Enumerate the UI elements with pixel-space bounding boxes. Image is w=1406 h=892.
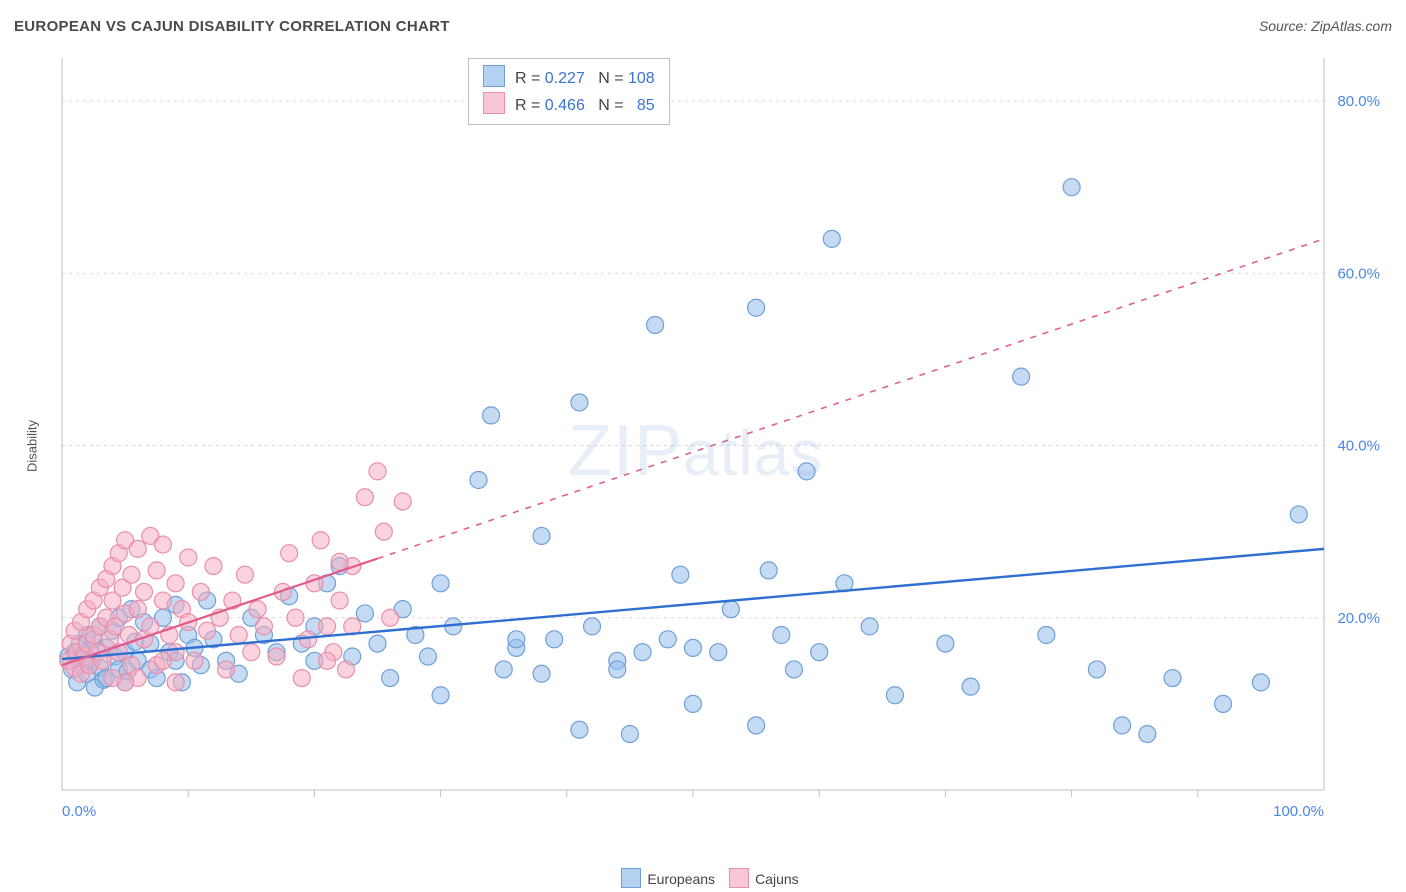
legend-label: Europeans [647, 871, 715, 887]
scatter-chart: 20.0% 40.0% 60.0% 80.0% 0.0% 100.0% [48, 50, 1388, 830]
source-attribution: Source: ZipAtlas.com [1259, 18, 1392, 34]
chart-title: EUROPEAN VS CAJUN DISABILITY CORRELATION… [14, 18, 450, 35]
correlation-legend: R = 0.227 N = 108R = 0.466 N = 85 [468, 58, 670, 125]
svg-text:100.0%: 100.0% [1273, 803, 1324, 820]
svg-text:40.0%: 40.0% [1337, 438, 1380, 455]
y-axis-label: Disability [25, 420, 40, 472]
legend-label: Cajuns [755, 871, 799, 887]
legend-row: R = 0.466 N = 85 [483, 92, 655, 119]
series-legend: Europeans Cajuns [0, 868, 1406, 888]
svg-text:20.0%: 20.0% [1337, 610, 1380, 627]
svg-text:0.0%: 0.0% [62, 803, 96, 820]
header: EUROPEAN VS CAJUN DISABILITY CORRELATION… [14, 18, 1392, 35]
svg-text:60.0%: 60.0% [1337, 265, 1380, 282]
legend-swatch [729, 868, 749, 888]
legend-row: R = 0.227 N = 108 [483, 65, 655, 92]
plot-area: 20.0%40.0%60.0%80.0%0.0%100.0% ZIPatlas … [48, 50, 1388, 830]
svg-text:80.0%: 80.0% [1337, 93, 1380, 110]
legend-swatch [621, 868, 641, 888]
